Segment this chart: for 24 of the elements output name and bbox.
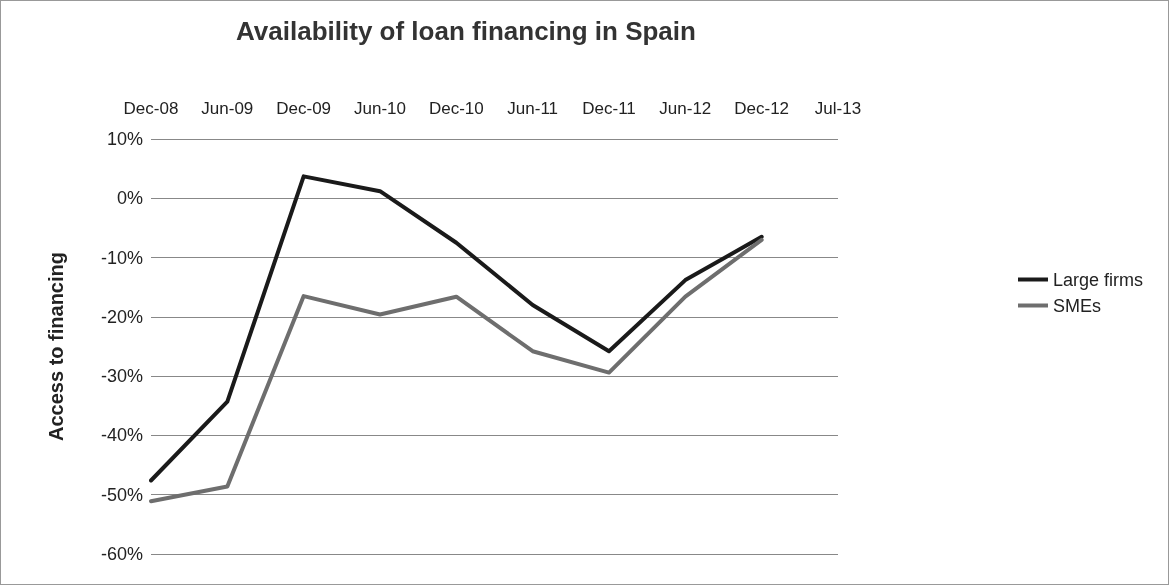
- x-tick-label: Dec-08: [123, 99, 179, 118]
- y-tick-label: -20%: [100, 306, 143, 327]
- legend-label: SMEs: [1052, 295, 1101, 316]
- y-tick-label: -50%: [100, 484, 143, 505]
- x-tick-label: Dec-12: [734, 99, 790, 118]
- line-series: [149, 174, 764, 483]
- x-tick-label: Jul-13: [814, 99, 862, 118]
- x-tick-label: Jun-12: [659, 99, 712, 118]
- y-tick-label: 0%: [116, 188, 143, 209]
- y-tick-label: 10%: [106, 129, 143, 149]
- legend-label: Large firms: [1052, 269, 1143, 290]
- chart-title: Availability of loan financing in Spain: [236, 16, 696, 46]
- y-tick-label: -30%: [100, 366, 143, 387]
- y-tick-label: -40%: [100, 425, 143, 446]
- line-series: [149, 237, 764, 504]
- x-tick-label: Dec-10: [428, 99, 484, 118]
- x-tick-label: Jun-09: [201, 99, 254, 118]
- y-axis-title: Access to financing: [45, 252, 67, 441]
- x-tick-label: Jun-11: [507, 99, 559, 118]
- y-tick-label: -10%: [100, 247, 143, 268]
- y-tick-label: -60%: [100, 544, 143, 564]
- x-tick-label: Dec-09: [276, 99, 332, 118]
- x-tick-label: Dec-11: [582, 99, 636, 118]
- x-tick-label: Jun-10: [354, 99, 406, 118]
